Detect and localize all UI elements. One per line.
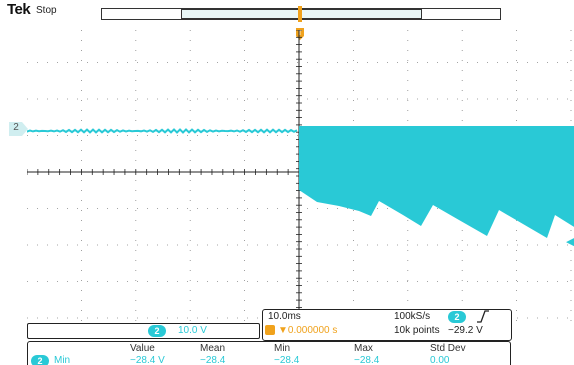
channel-2-marker-label: 2: [13, 122, 19, 133]
meas-header-std-dev: Std Dev: [430, 343, 466, 354]
status-header: Tek Stop T: [0, 0, 574, 40]
meas-mean: −28.4: [200, 355, 226, 365]
meas-header-max: Max: [354, 343, 373, 354]
rising-edge-icon: [477, 310, 489, 323]
trigger-delay-icon: [265, 325, 275, 335]
timebase-value: 10.0ms: [268, 311, 301, 322]
offscreen-arrow-icon: ◀: [566, 236, 574, 248]
meas-min: −28.4: [274, 355, 300, 365]
waveform-trace: [27, 128, 298, 134]
channel-2-badge: 2: [148, 325, 166, 337]
brand-logo: Tek: [7, 1, 31, 18]
channel-2-scale: 10.0 V: [178, 325, 207, 336]
meas-header-value: Value: [130, 343, 155, 354]
trigger-level-value: −29.2 V: [448, 325, 483, 336]
meas-channel-badge: 2: [31, 355, 49, 365]
trigger-delay-value: ▼0.000000 s: [278, 325, 338, 336]
svg-text:T: T: [298, 30, 303, 37]
measurement-panel[interactable]: [27, 341, 511, 365]
channel-2-ground-marker[interactable]: [9, 122, 28, 136]
trigger-source-badge: 2: [448, 311, 466, 323]
meas-name: Min: [54, 355, 71, 365]
waveform-graticule[interactable]: [27, 30, 574, 325]
sample-rate-value: 100kS/s: [394, 311, 431, 322]
waveform-envelope: [299, 126, 574, 238]
meas-std-dev: 0.00: [430, 355, 450, 365]
meas-value: −28.4 V: [130, 355, 165, 365]
horizontal-trigger-readout[interactable]: [262, 309, 512, 341]
meas-max: −28.4: [354, 355, 380, 365]
meas-header-mean: Mean: [200, 343, 226, 354]
acquisition-state: Stop: [36, 5, 57, 16]
record-length-value: 10k points: [394, 325, 440, 336]
meas-header-min: Min: [274, 343, 291, 354]
channel-scale-readout[interactable]: [27, 323, 260, 339]
